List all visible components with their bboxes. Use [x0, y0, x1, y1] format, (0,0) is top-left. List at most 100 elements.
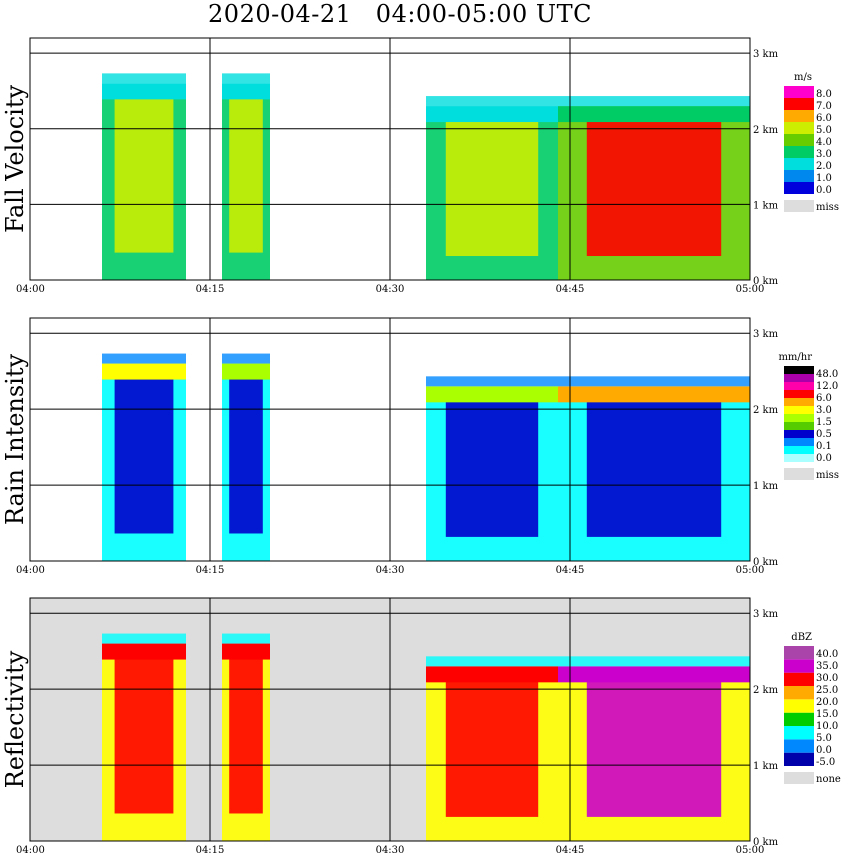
- legend-missing-swatch: [784, 468, 814, 480]
- legend-swatch: [784, 699, 814, 713]
- legend-swatch: [784, 712, 814, 726]
- plot-frame: [29, 37, 751, 281]
- echo-top: [426, 656, 558, 667]
- echo-top: [222, 353, 270, 364]
- y-tick-label: 3 km: [753, 329, 779, 340]
- legend-swatch: [784, 158, 814, 170]
- legend-label: 2.0: [816, 161, 832, 172]
- echo-core: [586, 400, 722, 537]
- legend-swatch: [784, 146, 814, 158]
- echo-top: [222, 633, 270, 644]
- legend-missing-label: none: [816, 774, 841, 785]
- legend-label: 1.0: [816, 173, 832, 184]
- rain-intensity-panel: 0 km 1 km 2 km 3 km 04:00 04:15 04:30 04:45 05:0…: [1, 317, 839, 576]
- echo-band: [426, 106, 558, 123]
- echo-band: [222, 643, 270, 660]
- echo-band: [558, 666, 750, 683]
- legend-swatch: [784, 438, 814, 446]
- y-tick-label: 3 km: [753, 609, 779, 620]
- x-tick-label: 04:00: [16, 845, 45, 856]
- echo-core: [229, 377, 263, 534]
- legend-label: 35.0: [816, 661, 838, 672]
- y-tick-label: 2 km: [753, 405, 779, 416]
- y-tick-label: 1 km: [753, 761, 779, 772]
- legend-swatch: [784, 430, 814, 438]
- legend-swatch: [784, 374, 814, 382]
- legend-missing-swatch: [784, 200, 814, 212]
- plot-frame: [29, 317, 751, 562]
- legend-label: 8.0: [816, 89, 832, 100]
- y-tick-label: 1 km: [753, 481, 779, 492]
- legend-label: 20.0: [816, 697, 838, 708]
- y-tick-label: 0 km: [753, 557, 779, 568]
- echo-core: [445, 120, 539, 257]
- x-tick-label: 04:45: [556, 845, 585, 856]
- echo-core: [445, 400, 539, 537]
- legend-swatch: [784, 414, 814, 422]
- reflectivity-panel: 0 km 1 km 2 km 3 km 04:00 04:15 04:30 04:45 05:0…: [1, 597, 841, 856]
- legend-label: 12.0: [816, 381, 838, 392]
- legend-label: 6.0: [816, 393, 832, 404]
- x-tick-label: 04:15: [196, 565, 225, 576]
- echo-core: [114, 657, 174, 814]
- echo-band: [222, 83, 270, 100]
- legend-label: 0.0: [816, 453, 832, 464]
- echo-band: [426, 386, 558, 403]
- echo-core: [586, 120, 722, 257]
- legend-label: 0.5: [816, 429, 832, 440]
- legend-swatch: [784, 366, 814, 374]
- legend-label: 3.0: [816, 149, 832, 160]
- legend-missing-label: miss: [816, 470, 839, 481]
- echo-band: [222, 363, 270, 380]
- color-legend: mm/hr 0.00.10.51.53.06.012.048.0 miss: [778, 352, 839, 481]
- x-tick-label: 05:00: [736, 284, 765, 295]
- y-tick-label: 2 km: [753, 685, 779, 696]
- legend-label: 3.0: [816, 405, 832, 416]
- y-tick-label: 3 km: [753, 49, 779, 60]
- legend-swatch: [784, 86, 814, 98]
- x-tick-label: 04:00: [16, 565, 45, 576]
- y-tick-label: 1 km: [753, 200, 779, 211]
- legend-swatch: [784, 646, 814, 660]
- panel-ylabel: Reflectivity: [1, 650, 29, 788]
- echo-top: [426, 96, 558, 107]
- legend-label: 5.0: [816, 125, 832, 136]
- x-tick-label: 04:15: [196, 845, 225, 856]
- legend-label: 0.0: [816, 745, 832, 756]
- legend-swatch: [784, 686, 814, 700]
- legend-label: 48.0: [816, 369, 838, 380]
- legend-label: 25.0: [816, 685, 838, 696]
- x-tick-label: 04:45: [556, 284, 585, 295]
- echo-band: [426, 666, 558, 683]
- x-tick-label: 04:30: [376, 284, 405, 295]
- echo-top: [558, 376, 750, 387]
- legend-unit: mm/hr: [778, 352, 812, 363]
- x-tick-label: 05:00: [736, 845, 765, 856]
- legend-swatch: [784, 110, 814, 122]
- legend-swatch: [784, 134, 814, 146]
- legend-label: 4.0: [816, 137, 832, 148]
- x-tick-label: 04:30: [376, 565, 405, 576]
- legend-swatch: [784, 122, 814, 134]
- legend-unit: dBZ: [791, 632, 812, 643]
- x-tick-label: 04:45: [556, 565, 585, 576]
- legend-label: 40.0: [816, 649, 838, 660]
- legend-swatch: [784, 422, 814, 430]
- echo-top: [222, 73, 270, 84]
- x-tick-label: 04:30: [376, 845, 405, 856]
- legend-swatch: [784, 182, 814, 194]
- echo-core: [229, 97, 263, 253]
- y-tick-label: 2 km: [753, 125, 779, 136]
- echo-top: [558, 656, 750, 667]
- echo-band: [558, 386, 750, 403]
- echo-core: [229, 657, 263, 814]
- legend-swatch: [784, 739, 814, 753]
- echo-core: [445, 680, 539, 817]
- plot-frame: [29, 597, 751, 842]
- legend-label: 30.0: [816, 673, 838, 684]
- echo-core: [114, 97, 174, 253]
- legend-swatch: [784, 446, 814, 454]
- legend-swatch: [784, 398, 814, 406]
- panel-ylabel: Rain Intensity: [1, 354, 29, 526]
- legend-swatch: [784, 752, 814, 766]
